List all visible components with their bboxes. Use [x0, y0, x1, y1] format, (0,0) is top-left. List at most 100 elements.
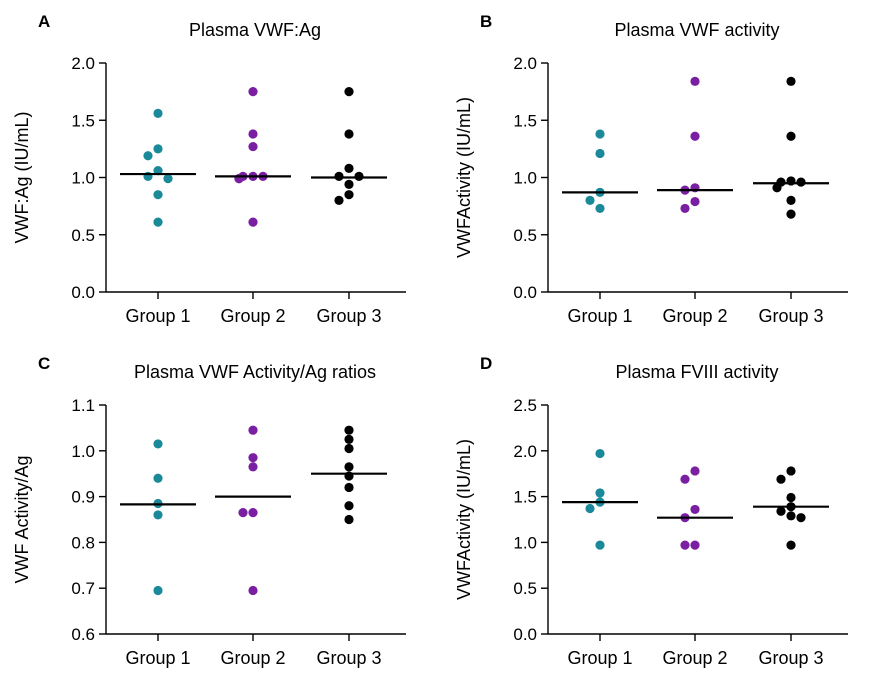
x-tick-label: Group 2: [220, 648, 285, 668]
data-point: [248, 141, 258, 152]
y-tick-label: 2.0: [513, 442, 537, 461]
data-point: [153, 473, 163, 483]
y-tick-label: 2.0: [513, 54, 537, 73]
data-point: [585, 195, 595, 205]
y-tick-label: 0.5: [513, 226, 537, 245]
data-point: [248, 425, 258, 435]
chart-title: Plasma VWF:Ag: [189, 20, 321, 40]
data-point: [690, 76, 700, 86]
data-point: [344, 501, 354, 511]
y-tick-label: 0.6: [71, 625, 95, 644]
x-tick-label: Group 3: [316, 306, 381, 326]
data-point: [344, 443, 354, 454]
x-tick-label: Group 2: [220, 306, 285, 326]
data-point: [595, 129, 605, 139]
y-axis-label: VWF Activity/Ag: [12, 455, 32, 583]
data-point: [585, 503, 595, 514]
data-point: [248, 453, 258, 463]
data-point: [690, 131, 700, 141]
data-point: [153, 439, 163, 449]
chart-b: B Plasma VWF activity 0.0 0.5 1.0 1.5 2.0 VWFAc…: [454, 12, 848, 326]
data-point: [680, 540, 690, 550]
data-point: [344, 482, 354, 493]
data-point: [153, 108, 163, 118]
y-tick-label: 1.1: [71, 396, 95, 415]
y-tick-label: 1.0: [71, 442, 95, 461]
data-point: [334, 171, 344, 181]
data-point: [163, 174, 173, 184]
data-point: [143, 151, 153, 161]
panel-letter: B: [480, 12, 492, 31]
x-tick-label: Group 3: [316, 648, 381, 668]
chart-c: C Plasma VWF Activity/Ag ratios 0.6 0.7 0.8 0…: [12, 354, 406, 668]
y-tick-label: 1.0: [71, 169, 95, 188]
y-tick-label: 0.0: [513, 283, 537, 302]
y-tick-label: 2.0: [71, 54, 95, 73]
data-point: [595, 148, 605, 159]
data-point: [153, 166, 163, 176]
data-point: [690, 196, 700, 207]
data-point: [786, 76, 796, 86]
data-point: [248, 87, 258, 97]
data-point: [776, 506, 786, 516]
data-point: [248, 217, 258, 227]
data-point: [680, 203, 690, 214]
data-point: [344, 179, 354, 189]
panel-b: B Plasma VWF activity 0.0 0.5 1.0 1.5 2.0 VWFAc…: [442, 0, 884, 342]
data-point: [344, 163, 354, 173]
data-point: [786, 195, 796, 205]
x-tick-label: Group 2: [662, 306, 727, 326]
data-point: [344, 425, 354, 435]
data-point: [153, 585, 163, 596]
y-tick-label: 1.5: [71, 111, 95, 130]
y-tick-label: 1.0: [513, 533, 537, 552]
data-point: [248, 508, 258, 518]
y-tick-label: 1.5: [513, 111, 537, 130]
data-point: [690, 504, 700, 515]
panel-c: C Plasma VWF Activity/Ag ratios 0.6 0.7 0.8 0…: [0, 342, 442, 684]
y-axis-label: VWFActivity (IU/mL): [454, 439, 474, 600]
y-tick-label: 0.8: [71, 533, 95, 552]
data-point: [796, 513, 806, 523]
data-point: [772, 183, 782, 193]
data-point: [344, 514, 354, 525]
chart-title: Plasma VWF activity: [614, 20, 779, 40]
data-point: [786, 131, 796, 141]
chart-a: A Plasma VWF:Ag 0.0 0.5 1.0 1.5 2.0 VWF:Ag (IU/…: [12, 12, 406, 326]
y-tick-label: 1.5: [513, 488, 537, 507]
data-point: [595, 203, 605, 214]
chart-d: D Plasma FVIII activity 0.0 0.5 1.0 1.5 2.0 2.5…: [454, 354, 848, 668]
x-tick-label: Group 1: [567, 306, 632, 326]
panel-a: A Plasma VWF:Ag 0.0 0.5 1.0 1.5 2.0 VWF:Ag (IU/…: [0, 0, 442, 342]
y-tick-label: 0.5: [513, 579, 537, 598]
panel-letter: A: [38, 12, 50, 31]
data-point: [786, 466, 796, 476]
y-axis-label: VWF:Ag (IU/mL): [12, 111, 32, 243]
y-tick-label: 1.0: [513, 169, 537, 188]
chart-title: Plasma VWF Activity/Ag ratios: [134, 362, 376, 382]
data-point: [248, 585, 258, 596]
data-point: [344, 129, 354, 139]
data-point: [786, 511, 796, 521]
chart-title: Plasma FVIII activity: [615, 362, 778, 382]
data-point: [344, 87, 354, 97]
y-tick-label: 0.5: [71, 226, 95, 245]
data-point: [248, 129, 258, 139]
data-point: [786, 209, 796, 219]
data-point: [690, 466, 700, 476]
data-point: [153, 217, 163, 227]
data-point: [796, 177, 806, 187]
x-tick-label: Group 3: [758, 648, 823, 668]
data-point: [344, 434, 354, 444]
panel-letter: D: [480, 354, 492, 373]
x-tick-label: Group 3: [758, 306, 823, 326]
y-tick-label: 0.0: [513, 625, 537, 644]
data-point: [776, 474, 786, 484]
data-point: [680, 474, 690, 484]
x-tick-label: Group 1: [125, 306, 190, 326]
panel-letter: C: [38, 354, 50, 373]
data-point: [238, 508, 248, 518]
data-point: [153, 144, 163, 154]
y-tick-label: 0.9: [71, 488, 95, 507]
